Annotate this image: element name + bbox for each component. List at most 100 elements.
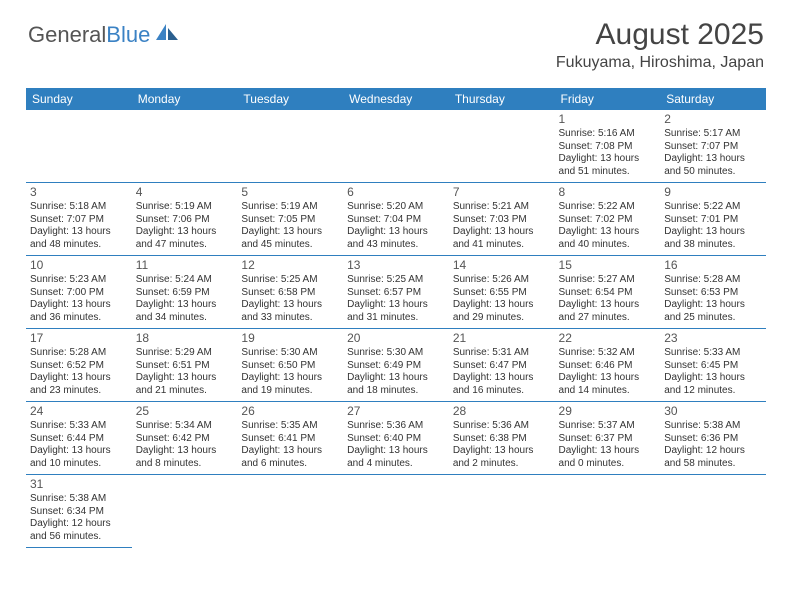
calendar-week-row: 31Sunrise: 5:38 AMSunset: 6:34 PMDayligh… <box>26 475 766 548</box>
day-info-daylight1: Daylight: 13 hours <box>453 226 551 239</box>
day-number: 26 <box>241 404 339 419</box>
calendar-cell: 15Sunrise: 5:27 AMSunset: 6:54 PMDayligh… <box>555 256 661 329</box>
day-info-daylight1: Daylight: 13 hours <box>453 299 551 312</box>
calendar-table: SundayMondayTuesdayWednesdayThursdayFrid… <box>26 88 766 548</box>
day-info-daylight2: and 56 minutes. <box>30 531 128 544</box>
day-info-daylight2: and 25 minutes. <box>664 312 762 325</box>
day-info-daylight1: Daylight: 13 hours <box>559 226 657 239</box>
day-number: 24 <box>30 404 128 419</box>
day-info-sunset: Sunset: 6:54 PM <box>559 287 657 300</box>
calendar-cell-empty <box>449 475 555 548</box>
day-number: 23 <box>664 331 762 346</box>
calendar-cell: 21Sunrise: 5:31 AMSunset: 6:47 PMDayligh… <box>449 329 555 402</box>
day-info-daylight2: and 8 minutes. <box>136 458 234 471</box>
calendar-cell: 7Sunrise: 5:21 AMSunset: 7:03 PMDaylight… <box>449 183 555 256</box>
day-info-sunset: Sunset: 6:55 PM <box>453 287 551 300</box>
day-info-sunrise: Sunrise: 5:25 AM <box>241 274 339 287</box>
weekday-header: Tuesday <box>237 88 343 110</box>
day-info-daylight1: Daylight: 13 hours <box>30 445 128 458</box>
calendar-week-row: 1Sunrise: 5:16 AMSunset: 7:08 PMDaylight… <box>26 110 766 183</box>
day-info-daylight1: Daylight: 13 hours <box>664 299 762 312</box>
day-info-daylight1: Daylight: 13 hours <box>559 299 657 312</box>
day-number: 20 <box>347 331 445 346</box>
day-info-sunrise: Sunrise: 5:25 AM <box>347 274 445 287</box>
weekday-header: Friday <box>555 88 661 110</box>
day-info-sunset: Sunset: 7:04 PM <box>347 214 445 227</box>
day-info-daylight2: and 50 minutes. <box>664 166 762 179</box>
day-info-daylight2: and 14 minutes. <box>559 385 657 398</box>
day-info-daylight1: Daylight: 13 hours <box>347 445 445 458</box>
day-number: 27 <box>347 404 445 419</box>
calendar-cell: 1Sunrise: 5:16 AMSunset: 7:08 PMDaylight… <box>555 110 661 183</box>
day-info-sunrise: Sunrise: 5:35 AM <box>241 420 339 433</box>
day-info-sunrise: Sunrise: 5:16 AM <box>559 128 657 141</box>
day-number: 1 <box>559 112 657 127</box>
day-info-daylight2: and 38 minutes. <box>664 239 762 252</box>
day-info-daylight1: Daylight: 13 hours <box>30 299 128 312</box>
day-info-daylight2: and 34 minutes. <box>136 312 234 325</box>
weekday-header: Thursday <box>449 88 555 110</box>
day-number: 22 <box>559 331 657 346</box>
weekday-header-row: SundayMondayTuesdayWednesdayThursdayFrid… <box>26 88 766 110</box>
calendar-cell: 25Sunrise: 5:34 AMSunset: 6:42 PMDayligh… <box>132 402 238 475</box>
calendar-cell: 31Sunrise: 5:38 AMSunset: 6:34 PMDayligh… <box>26 475 132 548</box>
day-info-sunset: Sunset: 6:52 PM <box>30 360 128 373</box>
day-info-sunrise: Sunrise: 5:19 AM <box>136 201 234 214</box>
calendar-cell-empty <box>660 475 766 548</box>
calendar-cell: 28Sunrise: 5:36 AMSunset: 6:38 PMDayligh… <box>449 402 555 475</box>
day-info-sunrise: Sunrise: 5:37 AM <box>559 420 657 433</box>
calendar-cell: 5Sunrise: 5:19 AMSunset: 7:05 PMDaylight… <box>237 183 343 256</box>
day-info-sunrise: Sunrise: 5:27 AM <box>559 274 657 287</box>
day-info-sunset: Sunset: 7:07 PM <box>664 141 762 154</box>
day-info-daylight1: Daylight: 13 hours <box>664 372 762 385</box>
day-info-sunrise: Sunrise: 5:21 AM <box>453 201 551 214</box>
calendar-cell-empty <box>343 475 449 548</box>
day-info-sunrise: Sunrise: 5:34 AM <box>136 420 234 433</box>
calendar-cell: 6Sunrise: 5:20 AMSunset: 7:04 PMDaylight… <box>343 183 449 256</box>
day-info-daylight2: and 45 minutes. <box>241 239 339 252</box>
day-info-sunset: Sunset: 6:59 PM <box>136 287 234 300</box>
day-info-sunrise: Sunrise: 5:30 AM <box>241 347 339 360</box>
day-info-sunrise: Sunrise: 5:24 AM <box>136 274 234 287</box>
location: Fukuyama, Hiroshima, Japan <box>556 54 764 72</box>
day-info-sunrise: Sunrise: 5:19 AM <box>241 201 339 214</box>
day-info-sunrise: Sunrise: 5:22 AM <box>559 201 657 214</box>
day-info-sunrise: Sunrise: 5:30 AM <box>347 347 445 360</box>
day-info-daylight2: and 31 minutes. <box>347 312 445 325</box>
calendar-cell: 19Sunrise: 5:30 AMSunset: 6:50 PMDayligh… <box>237 329 343 402</box>
day-number: 15 <box>559 258 657 273</box>
day-info-daylight2: and 48 minutes. <box>30 239 128 252</box>
day-info-sunset: Sunset: 6:42 PM <box>136 433 234 446</box>
day-info-daylight1: Daylight: 13 hours <box>136 299 234 312</box>
day-info-daylight2: and 47 minutes. <box>136 239 234 252</box>
calendar-cell-empty <box>237 110 343 183</box>
day-info-daylight1: Daylight: 13 hours <box>136 372 234 385</box>
day-info-sunset: Sunset: 6:34 PM <box>30 506 128 519</box>
sail-icon <box>154 22 180 48</box>
day-info-sunset: Sunset: 7:02 PM <box>559 214 657 227</box>
day-number: 28 <box>453 404 551 419</box>
calendar-cell-empty <box>237 475 343 548</box>
day-info-daylight2: and 12 minutes. <box>664 385 762 398</box>
calendar-week-row: 3Sunrise: 5:18 AMSunset: 7:07 PMDaylight… <box>26 183 766 256</box>
day-info-sunset: Sunset: 6:53 PM <box>664 287 762 300</box>
calendar-cell: 17Sunrise: 5:28 AMSunset: 6:52 PMDayligh… <box>26 329 132 402</box>
calendar-cell: 26Sunrise: 5:35 AMSunset: 6:41 PMDayligh… <box>237 402 343 475</box>
day-info-sunrise: Sunrise: 5:17 AM <box>664 128 762 141</box>
logo-text-2: Blue <box>106 22 150 48</box>
day-info-sunset: Sunset: 7:08 PM <box>559 141 657 154</box>
day-info-sunrise: Sunrise: 5:22 AM <box>664 201 762 214</box>
day-info-daylight1: Daylight: 13 hours <box>559 372 657 385</box>
day-info-sunset: Sunset: 7:06 PM <box>136 214 234 227</box>
day-info-sunrise: Sunrise: 5:38 AM <box>664 420 762 433</box>
day-info-daylight1: Daylight: 13 hours <box>453 445 551 458</box>
day-info-sunset: Sunset: 6:51 PM <box>136 360 234 373</box>
day-info-daylight2: and 40 minutes. <box>559 239 657 252</box>
day-info-daylight2: and 18 minutes. <box>347 385 445 398</box>
day-info-sunset: Sunset: 6:49 PM <box>347 360 445 373</box>
day-info-daylight2: and 36 minutes. <box>30 312 128 325</box>
day-info-sunrise: Sunrise: 5:32 AM <box>559 347 657 360</box>
day-info-sunrise: Sunrise: 5:36 AM <box>347 420 445 433</box>
day-info-daylight2: and 33 minutes. <box>241 312 339 325</box>
day-info-sunset: Sunset: 7:07 PM <box>30 214 128 227</box>
